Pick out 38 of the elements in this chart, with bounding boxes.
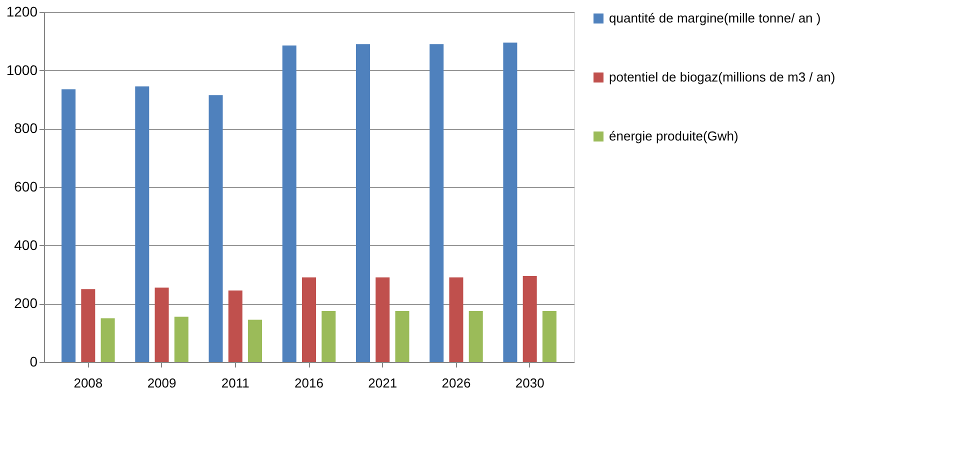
bar xyxy=(449,277,464,362)
x-tick-label: 2011 xyxy=(221,376,250,390)
y-tick-label: 1200 xyxy=(6,4,38,20)
bar xyxy=(322,310,336,362)
y-tick-label: 400 xyxy=(14,236,38,253)
y-tick-label: 600 xyxy=(14,178,38,194)
x-tick-label: 2008 xyxy=(74,376,103,390)
bar xyxy=(503,42,518,362)
bar xyxy=(228,290,242,362)
bar xyxy=(248,320,262,362)
bar xyxy=(376,277,390,362)
bar xyxy=(174,316,188,362)
x-tick-label: 2030 xyxy=(515,376,544,390)
bar xyxy=(100,318,115,362)
bar xyxy=(395,310,410,362)
legend-label: énergie produite(Gwh) xyxy=(609,128,738,144)
x-tick-label: 2016 xyxy=(294,376,324,390)
y-tick-label: 1000 xyxy=(6,62,38,78)
bar xyxy=(356,44,370,362)
y-tick-label: 800 xyxy=(14,120,38,136)
x-tick-label: 2026 xyxy=(442,376,471,390)
bar xyxy=(62,89,76,362)
bar xyxy=(542,310,556,362)
bar xyxy=(135,86,150,362)
bar xyxy=(302,277,316,362)
y-tick-label: 200 xyxy=(14,295,38,312)
x-tick-label: 2009 xyxy=(147,376,176,390)
bar xyxy=(430,44,444,362)
bar xyxy=(81,289,96,362)
legend-label: potentiel de biogaz(millions de m3 / an) xyxy=(609,70,836,84)
bar xyxy=(468,310,483,362)
bar xyxy=(282,46,296,362)
bar xyxy=(208,95,223,362)
bar xyxy=(154,288,169,362)
x-tick-label: 2021 xyxy=(368,376,398,390)
bar xyxy=(522,276,537,362)
legend-label: quantité de margine(mille tonne/ an ) xyxy=(609,10,821,26)
y-tick-label: 0 xyxy=(30,354,38,370)
